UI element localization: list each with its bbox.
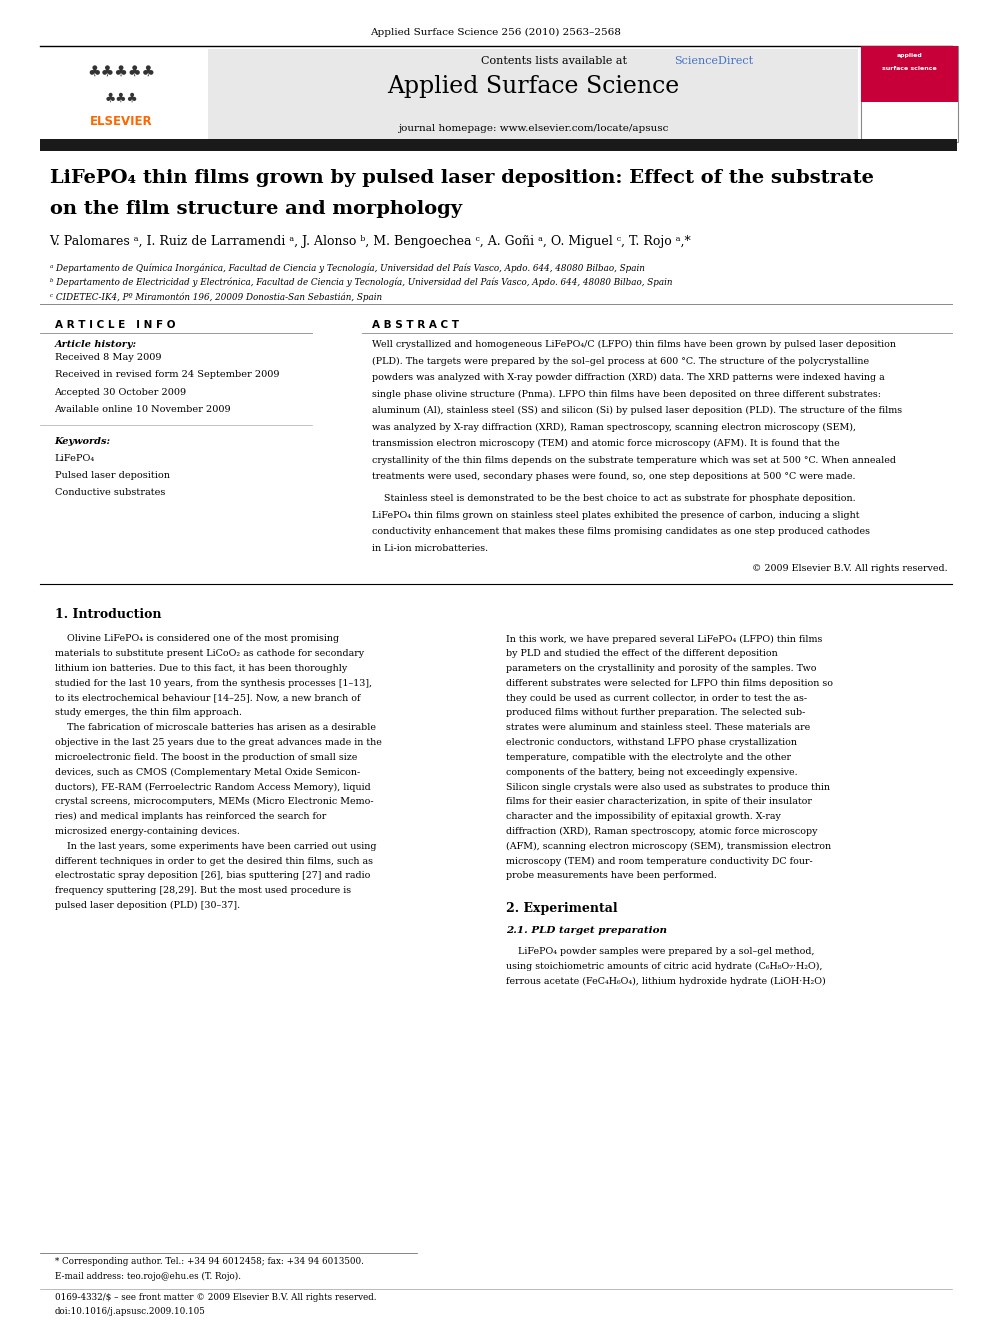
Text: ductors), FE-RAM (Ferroelectric Random Access Memory), liquid: ductors), FE-RAM (Ferroelectric Random A… [55,782,370,791]
Text: on the film structure and morphology: on the film structure and morphology [50,200,461,218]
Text: Received 8 May 2009: Received 8 May 2009 [55,353,161,363]
Text: In the last years, some experiments have been carried out using: In the last years, some experiments have… [55,841,376,851]
Text: Stainless steel is demonstrated to be the best choice to act as substrate for ph: Stainless steel is demonstrated to be th… [372,493,856,503]
Text: components of the battery, being not exceedingly expensive.: components of the battery, being not exc… [506,767,798,777]
Text: ᵇ Departamento de Electricidad y Electrónica, Facultad de Ciencia y Tecnología, : ᵇ Departamento de Electricidad y Electró… [50,278,673,287]
Text: diffraction (XRD), Raman spectroscopy, atomic force microscopy: diffraction (XRD), Raman spectroscopy, a… [506,827,817,836]
FancyBboxPatch shape [861,46,958,102]
Text: to its electrochemical behaviour [14–25]. Now, a new branch of: to its electrochemical behaviour [14–25]… [55,693,360,703]
Text: films for their easier characterization, in spite of their insulator: films for their easier characterization,… [506,798,811,807]
Text: probe measurements have been performed.: probe measurements have been performed. [506,872,717,881]
Text: Accepted 30 October 2009: Accepted 30 October 2009 [55,388,186,397]
Text: ♣♣♣♣♣: ♣♣♣♣♣ [87,64,155,78]
Text: * Corresponding author. Tel.: +34 94 6012458; fax: +34 94 6013500.: * Corresponding author. Tel.: +34 94 601… [55,1257,363,1266]
FancyBboxPatch shape [40,49,203,139]
Text: materials to substitute present LiCoO₂ as cathode for secondary: materials to substitute present LiCoO₂ a… [55,650,364,659]
Text: microscopy (TEM) and room temperature conductivity DC four-: microscopy (TEM) and room temperature co… [506,856,812,865]
Text: 2.1. PLD target preparation: 2.1. PLD target preparation [506,926,667,935]
Text: conductivity enhancement that makes these films promising candidates as one step: conductivity enhancement that makes thes… [372,527,870,536]
Text: by PLD and studied the effect of the different deposition: by PLD and studied the effect of the dif… [506,650,778,659]
FancyBboxPatch shape [40,139,957,151]
Text: 2. Experimental: 2. Experimental [506,902,618,916]
Text: 0169-4332/$ – see front matter © 2009 Elsevier B.V. All rights reserved.: 0169-4332/$ – see front matter © 2009 El… [55,1293,376,1302]
Text: produced films without further preparation. The selected sub-: produced films without further preparati… [506,708,806,717]
Text: ferrous acetate (FeC₄H₆O₄), lithium hydroxide hydrate (LiOH·H₂O): ferrous acetate (FeC₄H₆O₄), lithium hydr… [506,976,825,986]
Text: in Li-ion microbatteries.: in Li-ion microbatteries. [372,544,488,553]
Text: Applied Surface Science 256 (2010) 2563–2568: Applied Surface Science 256 (2010) 2563–… [371,28,621,37]
Text: ♣♣♣: ♣♣♣ [104,91,138,105]
Text: LiFePO₄: LiFePO₄ [55,454,95,463]
Text: journal homepage: www.elsevier.com/locate/apsusc: journal homepage: www.elsevier.com/locat… [399,124,669,134]
Text: crystal screens, microcomputers, MEMs (Micro Electronic Memo-: crystal screens, microcomputers, MEMs (M… [55,798,373,807]
Text: devices, such as CMOS (Complementary Metal Oxide Semicon-: devices, such as CMOS (Complementary Met… [55,767,360,777]
Text: Silicon single crystals were also used as substrates to produce thin: Silicon single crystals were also used a… [506,782,830,791]
Text: Conductive substrates: Conductive substrates [55,488,165,497]
FancyBboxPatch shape [208,49,858,139]
Text: (PLD). The targets were prepared by the sol–gel process at 600 °C. The structure: (PLD). The targets were prepared by the … [372,356,869,365]
Text: LiFePO₄ thin films grown on stainless steel plates exhibited the presence of car: LiFePO₄ thin films grown on stainless st… [372,511,859,520]
Text: ries) and medical implants has reinforced the search for: ries) and medical implants has reinforce… [55,812,325,822]
Text: electrostatic spray deposition [26], bias sputtering [27] and radio: electrostatic spray deposition [26], bia… [55,872,370,881]
Text: A B S T R A C T: A B S T R A C T [372,320,459,331]
Text: different techniques in order to get the desired thin films, such as: different techniques in order to get the… [55,856,373,865]
Text: ᵃ Departamento de Química Inorgánica, Facultad de Ciencia y Tecnología, Universi: ᵃ Departamento de Química Inorgánica, Fa… [50,263,645,273]
Text: lithium ion batteries. Due to this fact, it has been thoroughly: lithium ion batteries. Due to this fact,… [55,664,347,673]
Text: single phase olivine structure (Pnma). LFPO thin films have been deposited on th: single phase olivine structure (Pnma). L… [372,389,881,398]
Text: powders was analyzed with X-ray powder diffraction (XRD) data. The XRD patterns : powders was analyzed with X-ray powder d… [372,373,885,382]
Text: temperature, compatible with the electrolyte and the other: temperature, compatible with the electro… [506,753,791,762]
Text: studied for the last 10 years, from the synthesis processes [1–13],: studied for the last 10 years, from the … [55,679,372,688]
Text: V. Palomares ᵃ, I. Ruiz de Larramendi ᵃ, J. Alonso ᵇ, M. Bengoechea ᶜ, A. Goñi ᵃ: V. Palomares ᵃ, I. Ruiz de Larramendi ᵃ,… [50,235,691,249]
Text: ELSEVIER: ELSEVIER [89,115,153,128]
Text: The fabrication of microscale batteries has arisen as a desirable: The fabrication of microscale batteries … [55,724,376,733]
FancyBboxPatch shape [861,46,958,142]
Text: crystallinity of the thin films depends on the substrate temperature which was s: crystallinity of the thin films depends … [372,455,896,464]
Text: Available online 10 November 2009: Available online 10 November 2009 [55,405,231,414]
Text: Article history:: Article history: [55,340,137,349]
Text: aluminum (Al), stainless steel (SS) and silicon (Si) by pulsed laser deposition : aluminum (Al), stainless steel (SS) and … [372,406,902,415]
Text: Keywords:: Keywords: [55,437,111,446]
Text: ScienceDirect: ScienceDirect [675,56,754,66]
Text: Received in revised form 24 September 2009: Received in revised form 24 September 20… [55,370,279,380]
Text: A R T I C L E   I N F O: A R T I C L E I N F O [55,320,175,331]
Text: transmission electron microscopy (TEM) and atomic force microscopy (AFM). It is : transmission electron microscopy (TEM) a… [372,439,840,448]
Text: 1. Introduction: 1. Introduction [55,607,161,620]
Text: Applied Surface Science: Applied Surface Science [388,75,680,98]
Text: © 2009 Elsevier B.V. All rights reserved.: © 2009 Elsevier B.V. All rights reserved… [752,564,947,573]
Text: Well crystallized and homogeneous LiFePO₄/C (LFPO) thin films have been grown by: Well crystallized and homogeneous LiFePO… [372,340,896,349]
Text: Olivine LiFePO₄ is considered one of the most promising: Olivine LiFePO₄ is considered one of the… [55,634,338,643]
Text: study emerges, the thin film approach.: study emerges, the thin film approach. [55,708,242,717]
Text: pulsed laser deposition (PLD) [30–37].: pulsed laser deposition (PLD) [30–37]. [55,901,240,910]
Text: different substrates were selected for LFPO thin films deposition so: different substrates were selected for L… [506,679,833,688]
Text: LiFePO₄ powder samples were prepared by a sol–gel method,: LiFePO₄ powder samples were prepared by … [506,947,814,957]
Text: parameters on the crystallinity and porosity of the samples. Two: parameters on the crystallinity and poro… [506,664,816,673]
Text: doi:10.1016/j.apsusc.2009.10.105: doi:10.1016/j.apsusc.2009.10.105 [55,1307,205,1316]
Text: (AFM), scanning electron microscopy (SEM), transmission electron: (AFM), scanning electron microscopy (SEM… [506,841,831,851]
Text: LiFePO₄ thin films grown by pulsed laser deposition: Effect of the substrate: LiFePO₄ thin films grown by pulsed laser… [50,169,874,188]
Text: surface science: surface science [882,66,937,71]
Text: microelectronic field. The boost in the production of small size: microelectronic field. The boost in the … [55,753,357,762]
Text: using stoichiometric amounts of citric acid hydrate (C₆H₈O₇·H₂O),: using stoichiometric amounts of citric a… [506,962,822,971]
Text: Contents lists available at: Contents lists available at [481,56,631,66]
Text: character and the impossibility of epitaxial growth. X-ray: character and the impossibility of epita… [506,812,781,822]
Text: E-mail address: teo.rojo@ehu.es (T. Rojo).: E-mail address: teo.rojo@ehu.es (T. Rojo… [55,1271,240,1281]
Text: they could be used as current collector, in order to test the as-: they could be used as current collector,… [506,693,807,703]
Text: microsized energy-containing devices.: microsized energy-containing devices. [55,827,239,836]
Text: Pulsed laser deposition: Pulsed laser deposition [55,471,170,480]
Text: applied: applied [897,53,923,58]
Text: objective in the last 25 years due to the great advances made in the: objective in the last 25 years due to th… [55,738,382,747]
Text: ᶜ CIDETEC-IK4, Pº Miramontón 196, 20009 Donostia-San Sebastián, Spain: ᶜ CIDETEC-IK4, Pº Miramontón 196, 20009 … [50,292,382,302]
Text: In this work, we have prepared several LiFePO₄ (LFPO) thin films: In this work, we have prepared several L… [506,634,822,643]
Text: strates were aluminum and stainless steel. These materials are: strates were aluminum and stainless stee… [506,724,810,733]
Text: frequency sputtering [28,29]. But the most used procedure is: frequency sputtering [28,29]. But the mo… [55,886,351,896]
Text: electronic conductors, withstand LFPO phase crystallization: electronic conductors, withstand LFPO ph… [506,738,797,747]
Text: treatments were used, secondary phases were found, so, one step depositions at 5: treatments were used, secondary phases w… [372,472,855,482]
Text: was analyzed by X-ray diffraction (XRD), Raman spectroscopy, scanning electron m: was analyzed by X-ray diffraction (XRD),… [372,422,856,431]
